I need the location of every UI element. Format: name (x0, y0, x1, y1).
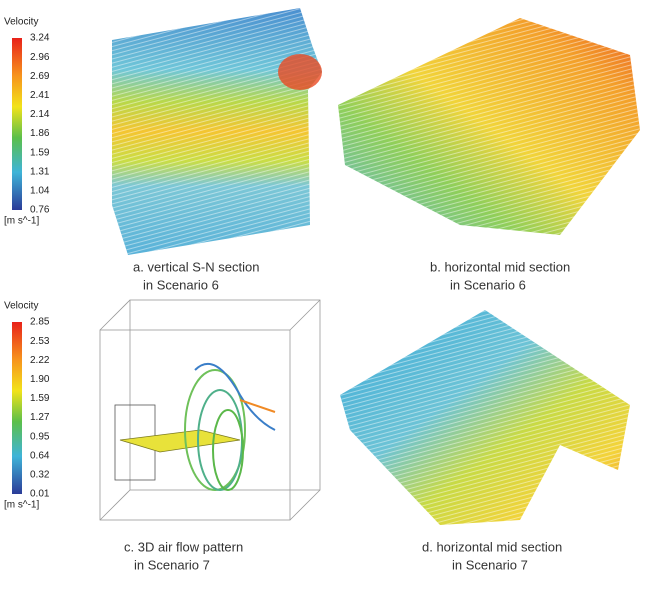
legend-tick: 2.85 (30, 317, 50, 328)
panel-d (340, 310, 630, 525)
figure: a. vertical S-N section in Scenario 6 b.… (0, 0, 646, 584)
colorbar (12, 38, 22, 210)
legend-tick: 2.22 (30, 355, 50, 366)
legend-tick: 2.41 (30, 90, 50, 101)
panel-c (100, 300, 320, 520)
legend-tick: 1.04 (30, 186, 50, 197)
legend-title: Velocity (4, 17, 38, 28)
caption: in Scenario 7 (134, 557, 210, 572)
legend-title: Velocity (4, 301, 38, 312)
legend-tick: 1.86 (30, 128, 50, 139)
legend-unit: [m s^-1] (4, 216, 39, 227)
caption: in Scenario 7 (452, 557, 528, 572)
caption: in Scenario 6 (450, 277, 526, 292)
legend-tick: 0.01 (30, 489, 50, 500)
colorbar (12, 322, 22, 494)
legend-tick: 1.59 (30, 393, 50, 404)
legend-tick: 1.59 (30, 147, 50, 158)
legend-unit: [m s^-1] (4, 500, 39, 511)
caption: a. vertical S-N section (133, 259, 259, 274)
legend-tick: 0.64 (30, 450, 50, 461)
legend-tick: 2.69 (30, 71, 50, 82)
panel-a (112, 8, 322, 255)
caption: c. 3D air flow pattern (124, 539, 243, 554)
caption: b. horizontal mid section (430, 259, 570, 274)
legend-tick: 1.27 (30, 412, 50, 423)
legend-tick: 0.76 (30, 205, 50, 216)
legend-tick: 1.90 (30, 374, 50, 385)
legend-tick: 1.31 (30, 166, 50, 177)
legend-tick: 2.96 (30, 52, 50, 63)
legend-tick: 2.53 (30, 336, 50, 347)
legend-tick: 0.95 (30, 431, 50, 442)
caption: d. horizontal mid section (422, 539, 562, 554)
legend-tick: 2.14 (30, 109, 50, 120)
caption: in Scenario 6 (143, 277, 219, 292)
legend-tick: 3.24 (30, 33, 50, 44)
panel-b (338, 18, 640, 235)
legend-tick: 0.32 (30, 470, 50, 481)
